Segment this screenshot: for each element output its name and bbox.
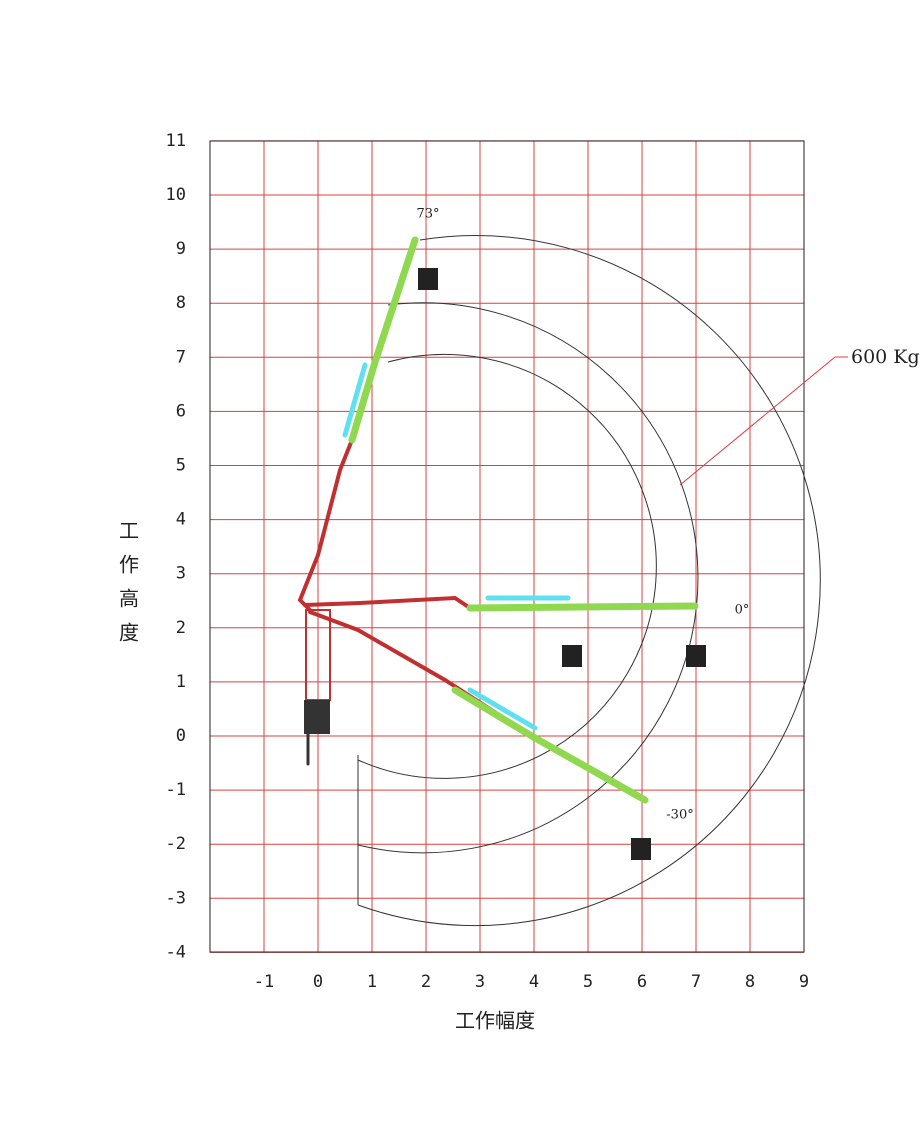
x-tick-label: 5 [583, 972, 593, 992]
y-tick-label: 5 [176, 456, 186, 476]
boom-neg30-ext [451, 686, 649, 804]
angle-label: 0° [735, 603, 750, 618]
x-tick-label: 0 [313, 972, 323, 992]
y-tick-label: 1 [176, 672, 186, 692]
x-tick-label: 7 [691, 972, 701, 992]
x-tick-label: 8 [745, 972, 755, 992]
y-tick-label: 10 [166, 185, 186, 205]
y-tick-label: -4 [166, 942, 186, 962]
angle-label: -30° [666, 808, 693, 823]
frame [209, 140, 805, 953]
y-tick-label: 11 [166, 131, 186, 151]
x-tick-label: 9 [799, 972, 809, 992]
booms [297, 236, 699, 804]
arc-inner [357, 353, 657, 779]
reach-arcs [357, 235, 821, 927]
y-tick-label: 2 [176, 618, 186, 638]
arc-outer [357, 235, 821, 927]
y-tick-label: 6 [176, 401, 186, 421]
y-tick-label: -3 [166, 888, 186, 908]
y-tick-label: 9 [176, 239, 186, 259]
x-tick-label: 1 [367, 972, 377, 992]
y-tick-label: 7 [176, 347, 186, 367]
y-axis-label: 工作高度 [116, 520, 140, 656]
y-tick-label: 3 [176, 564, 186, 584]
x-tick-label: 6 [637, 972, 647, 992]
grab [686, 645, 706, 667]
x-tick-label: 2 [421, 972, 431, 992]
boom-neg30-hyd [467, 687, 538, 731]
angle-label: 73° [416, 207, 439, 222]
x-tick-label: 3 [475, 972, 485, 992]
y-tick-label: 4 [176, 510, 186, 530]
y-tick-label: 0 [176, 726, 186, 746]
grab [418, 268, 438, 290]
y-tick-label: -2 [166, 834, 186, 854]
boom-0-ext [466, 602, 699, 612]
load-leader [679, 356, 848, 486]
grab [562, 645, 582, 667]
base [304, 700, 330, 734]
y-tick-label: -1 [166, 780, 186, 800]
grab [631, 838, 651, 860]
x-tick-label: 4 [529, 972, 539, 992]
arc-middle [357, 302, 699, 854]
load-label: 600 Kg [851, 346, 920, 368]
boom-73-hyd [342, 362, 368, 438]
grabs [418, 268, 706, 860]
y-tick-label: 8 [176, 293, 186, 313]
x-axis-label: 工作幅度 [455, 1009, 535, 1033]
x-tick-label: -1 [254, 972, 274, 992]
boom-73-ext [348, 236, 419, 444]
